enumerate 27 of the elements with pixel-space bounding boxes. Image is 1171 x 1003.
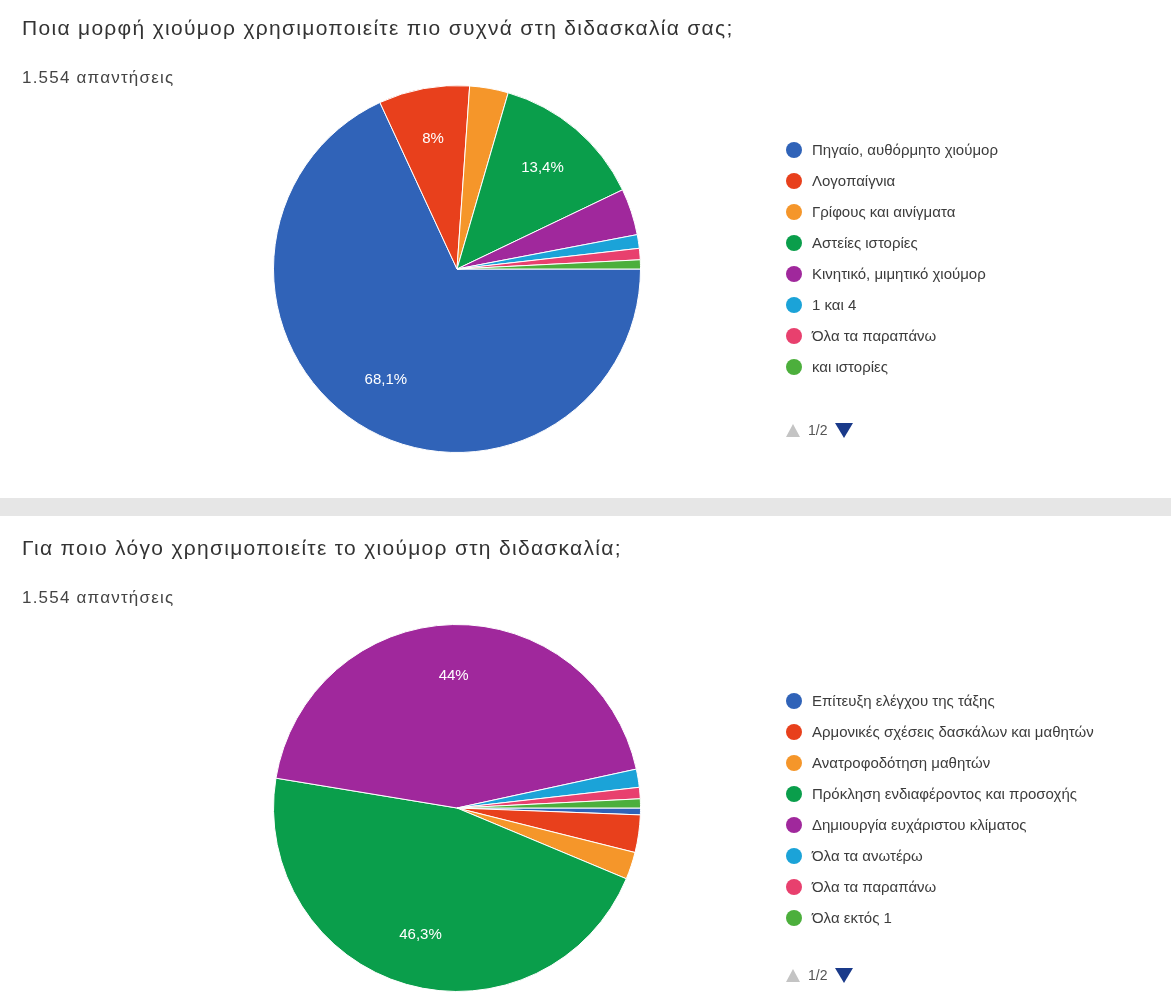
legend-label: 1 και 4 — [812, 296, 857, 313]
legend-label: Όλα τα ανωτέρω — [812, 847, 923, 864]
data-label: 44% — [438, 666, 469, 684]
data-label: 8% — [422, 129, 444, 147]
legend-label: Πρόκληση ενδιαφέροντος και προσοχής — [812, 785, 1077, 802]
legend-label: Πηγαίο, αυθόρμητο χιούμορ — [812, 141, 998, 158]
legend-label: Ανατροφοδότηση μαθητών — [812, 754, 991, 771]
legend-label: Δημιουργία ευχάριστου κλίματος — [812, 816, 1027, 833]
legend-label: Κινητικό, μιμητικό χιούμορ — [812, 265, 986, 282]
legend-label: Επίτευξη ελέγχου της τάξης — [812, 692, 995, 709]
data-label: 68,1% — [364, 370, 408, 388]
legend-label: Όλα τα παραπάνω — [812, 878, 937, 895]
legend-label: Αρμονικές σχέσεις δασκάλων και μαθητών — [812, 723, 1094, 740]
legend-label: Λογοπαίγνια — [812, 172, 896, 189]
chart-title: Ποια μορφή χιούμορ χρησιμοποιείτε πιο συχνά στη διδασκαλία σας; — [22, 16, 734, 40]
text: 1/2 — [808, 967, 828, 983]
legend-label: Γρίφους και αινίγματα — [812, 203, 956, 220]
legend-label: Αστείες ιστορίες — [812, 234, 918, 251]
chart-title: Για ποιο λόγο χρησιμοποιείτε το χιούμορ στη διδασκαλία; — [22, 536, 622, 560]
text: 1.554 απαντήσεις — [22, 588, 175, 608]
text: 1.554 απαντήσεις — [22, 68, 175, 88]
data-label: 13,4% — [521, 158, 564, 176]
data-label: 46,3% — [399, 925, 442, 943]
text: 1/2 — [808, 422, 828, 438]
legend-label: Όλα τα παραπάνω — [812, 327, 937, 344]
legend-label: και ιστορίες — [812, 358, 888, 375]
legend-label: Όλα εκτός 1 — [812, 909, 892, 926]
